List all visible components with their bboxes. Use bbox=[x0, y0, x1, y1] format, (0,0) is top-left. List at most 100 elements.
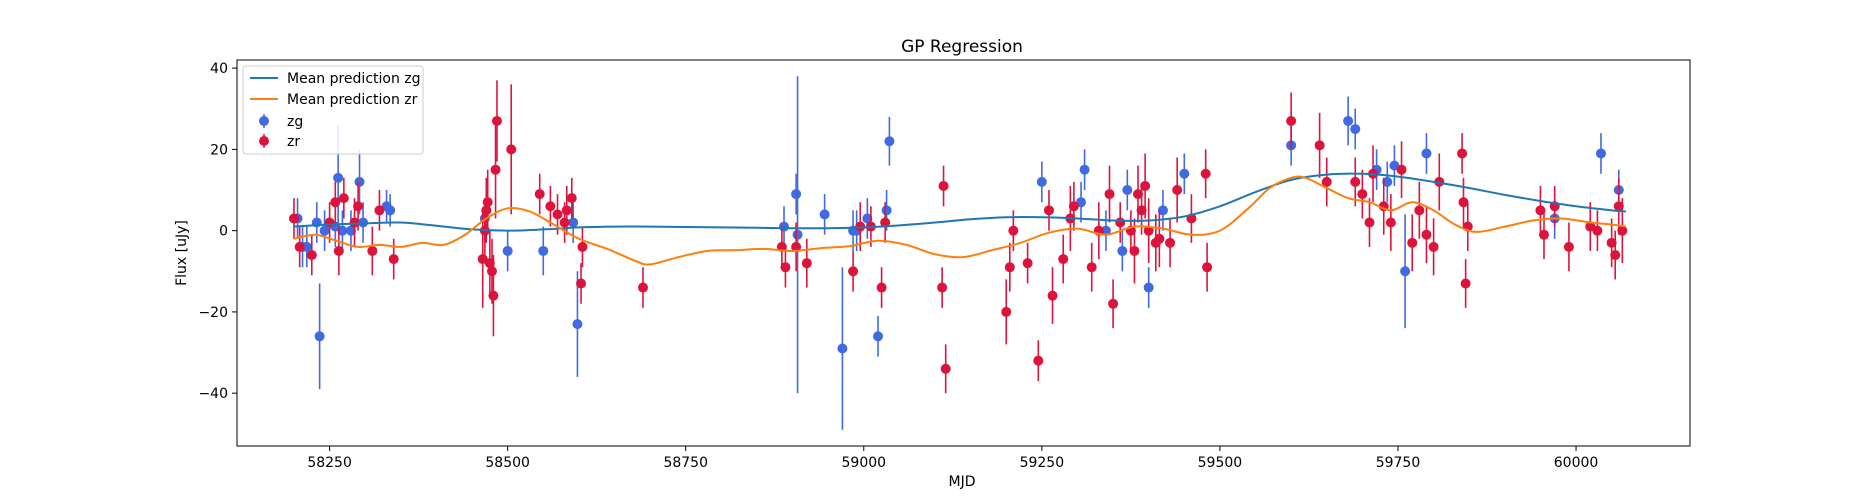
zr-data-point bbox=[488, 290, 499, 301]
zr-data-point bbox=[1047, 290, 1058, 301]
zg-data-point bbox=[502, 245, 513, 256]
zg-data-point bbox=[1036, 176, 1047, 187]
zr-data-point bbox=[1104, 189, 1115, 200]
y-tick-label: −40 bbox=[198, 386, 228, 402]
zr-data-point bbox=[1004, 262, 1015, 273]
plot-content bbox=[288, 76, 1628, 430]
zr-data-point bbox=[1202, 262, 1213, 273]
zr-data-point bbox=[374, 205, 385, 216]
series-line-zr bbox=[293, 175, 1627, 266]
x-tick-label: 59500 bbox=[1198, 455, 1243, 471]
x-tick-label: 58500 bbox=[485, 455, 530, 471]
zg-data-point bbox=[301, 241, 312, 252]
zg-data-point bbox=[1157, 205, 1168, 216]
zr-data-point bbox=[1421, 229, 1432, 240]
zg-data-point bbox=[572, 319, 583, 330]
zg-data-point bbox=[791, 189, 802, 200]
zr-data-point bbox=[367, 245, 378, 256]
plot-frame bbox=[236, 59, 1691, 447]
zr-data-point bbox=[791, 241, 802, 252]
x-tick-label: 59000 bbox=[842, 455, 887, 471]
zr-data-point bbox=[780, 262, 791, 273]
zr-data-point bbox=[1364, 217, 1375, 228]
zr-data-point bbox=[306, 250, 317, 261]
zr-data-point bbox=[1460, 278, 1471, 289]
zg-data-point bbox=[538, 245, 549, 256]
zr-data-point bbox=[940, 363, 951, 374]
y-axis-label: Flux [uJy] bbox=[174, 220, 190, 286]
legend-label-zr-points: zr bbox=[287, 134, 300, 150]
zg-data-point bbox=[345, 225, 356, 236]
zr-data-point bbox=[349, 217, 360, 228]
chart-title: GP Regression bbox=[901, 37, 1023, 57]
zg-data-point bbox=[862, 213, 873, 224]
zr-data-point bbox=[288, 213, 299, 224]
zr-data-point bbox=[1068, 201, 1079, 212]
zr-data-point bbox=[1428, 241, 1439, 252]
zr-data-point bbox=[506, 144, 517, 155]
zg-data-point bbox=[884, 136, 895, 147]
legend-box bbox=[242, 65, 424, 155]
zr-data-point bbox=[481, 205, 492, 216]
zg-data-point bbox=[337, 225, 348, 236]
x-tick-label: 58750 bbox=[663, 455, 708, 471]
zr-data-point bbox=[330, 197, 341, 208]
y-tick-label: 20 bbox=[210, 142, 228, 158]
zr-data-point bbox=[552, 209, 563, 220]
legend-label-zr-line: Mean prediction zr bbox=[287, 92, 418, 108]
zr-data-point bbox=[801, 258, 812, 269]
zg-data-point bbox=[354, 176, 365, 187]
zr-data-point bbox=[566, 193, 577, 204]
zg-data-point bbox=[1100, 225, 1111, 236]
y-axis: −40 −20 0 20 40 bbox=[198, 61, 237, 402]
zr-data-point bbox=[338, 193, 349, 204]
legend-label-zg-line: Mean prediction zg bbox=[287, 71, 421, 87]
zr-data-point bbox=[1592, 225, 1603, 236]
zr-data-point bbox=[1385, 217, 1396, 228]
x-tick-label: 59250 bbox=[1020, 455, 1065, 471]
zg-data-point bbox=[1122, 185, 1133, 196]
zr-data-point bbox=[1458, 197, 1469, 208]
zr-data-point bbox=[1086, 262, 1097, 273]
legend-label-zg-points: zg bbox=[287, 114, 303, 130]
zg-data-point bbox=[333, 172, 344, 183]
zr-data-point bbox=[1133, 189, 1144, 200]
legend-marker-zr bbox=[259, 136, 269, 146]
x-axis-label: MJD bbox=[949, 474, 976, 490]
zg-data-point bbox=[385, 205, 396, 216]
zr-data-point bbox=[577, 241, 588, 252]
zr-data-point bbox=[1172, 185, 1183, 196]
zg-data-point bbox=[779, 221, 790, 232]
legend-marker-zg bbox=[259, 116, 269, 126]
zg-data-point bbox=[1117, 245, 1128, 256]
zr-data-point bbox=[1321, 176, 1332, 187]
zr-data-point bbox=[1033, 355, 1044, 366]
zr-data-point bbox=[1022, 258, 1033, 269]
zr-data-point bbox=[1357, 189, 1368, 200]
zr-data-point bbox=[545, 201, 556, 212]
y-tick-label: 0 bbox=[219, 224, 228, 240]
zg-data-point bbox=[319, 225, 330, 236]
zr-data-point bbox=[534, 189, 545, 200]
zr-data-point bbox=[1396, 164, 1407, 175]
plot-area bbox=[288, 76, 1628, 430]
zr-data-point bbox=[1610, 250, 1621, 261]
zr-data-point bbox=[486, 266, 497, 277]
zr-data-point bbox=[1457, 148, 1468, 159]
zg-data-point bbox=[792, 229, 803, 240]
zg-data-point bbox=[1143, 282, 1154, 293]
zr-data-point bbox=[937, 282, 948, 293]
zr-data-point bbox=[561, 205, 572, 216]
zr-data-point bbox=[482, 197, 493, 208]
zr-data-point bbox=[1617, 225, 1628, 236]
zr-data-point bbox=[1314, 140, 1325, 151]
series-line-zg bbox=[293, 172, 1626, 232]
series-zr-points bbox=[288, 80, 1628, 394]
zg-data-point bbox=[1350, 124, 1361, 135]
zr-data-point bbox=[938, 180, 949, 191]
zr-data-point bbox=[559, 217, 570, 228]
zr-data-point bbox=[1058, 254, 1069, 265]
zr-data-point bbox=[1108, 298, 1119, 309]
zr-data-point bbox=[1613, 201, 1624, 212]
y-tick-label: 40 bbox=[210, 61, 228, 77]
